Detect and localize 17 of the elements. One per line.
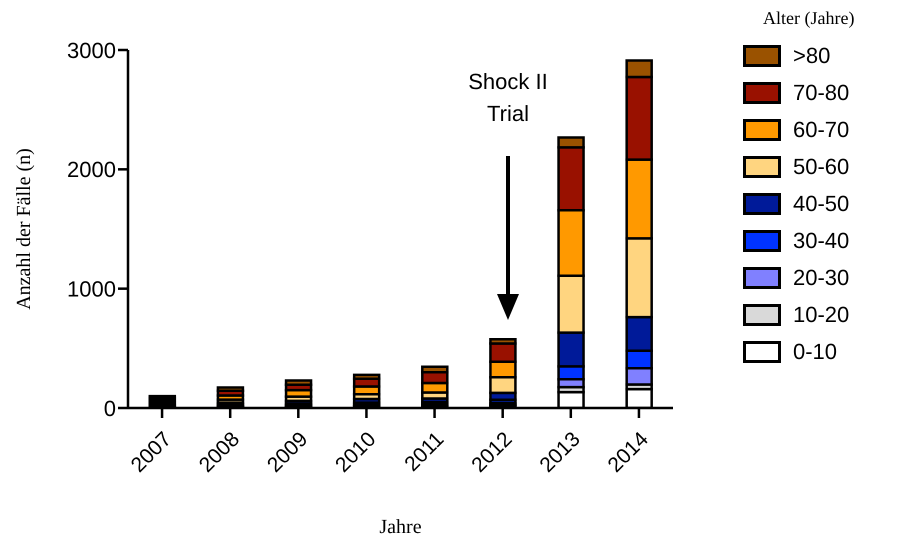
legend-label: 60-70 (793, 116, 850, 142)
legend-label: 10-20 (793, 302, 850, 328)
legend-label: 20-30 (793, 264, 850, 290)
legend-label: 50-60 (793, 154, 850, 180)
legend-label: 0-10 (793, 338, 838, 364)
legend-title: Alter (Jahre) (763, 8, 856, 29)
y-axis-title: Anzahl der Fälle (n) (13, 148, 36, 310)
y-tick-label: 3000 (67, 38, 116, 63)
legend-label: 70-80 (793, 80, 850, 106)
legend-label: 40-50 (793, 190, 850, 216)
y-tick-label: 0 (104, 396, 116, 421)
legend-label: 30-40 (793, 228, 850, 254)
legend-label: >80 (793, 42, 830, 68)
x-axis-title: Jahre (379, 516, 422, 538)
y-tick-label: 1000 (67, 276, 116, 302)
annotation: Shock II Trial (467, 68, 549, 128)
y-tick-label: 2000 (67, 157, 116, 182)
